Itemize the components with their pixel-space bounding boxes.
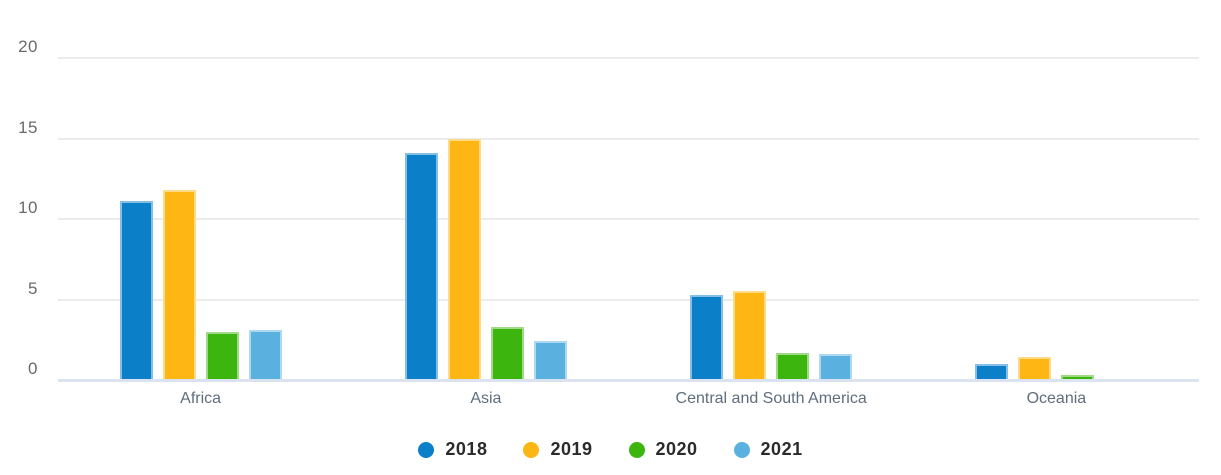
y-tick-label-0: 0 xyxy=(28,359,38,378)
category-label-oceania: Oceania xyxy=(1026,390,1087,407)
category-label-central-and-south-america: Central and South America xyxy=(675,390,867,407)
bar-group-africa xyxy=(58,58,343,380)
bar-2018-oceania[interactable] xyxy=(975,363,1009,380)
bar-2020-oceania[interactable] xyxy=(1061,375,1095,380)
y-tick-label-15: 15 xyxy=(18,117,38,137)
gridline-10 xyxy=(58,218,1199,220)
bar-2019-africa[interactable] xyxy=(162,190,196,380)
y-tick-label-5: 5 xyxy=(28,278,38,298)
bar-group-oceania xyxy=(914,58,1199,380)
x-axis-labels: Africa Asia Central and South America Ocean… xyxy=(58,390,1199,408)
bar-2021-central-and-south-america[interactable] xyxy=(819,354,853,380)
bar-group-central-and-south-america xyxy=(629,58,914,380)
legend-item-2018[interactable]: 2018 xyxy=(418,439,487,460)
category-label-asia: Asia xyxy=(470,390,502,407)
bar-2019-asia[interactable] xyxy=(447,138,481,380)
bar-2021-asia[interactable] xyxy=(533,341,567,380)
bar-2020-central-and-south-america[interactable] xyxy=(776,352,810,380)
bar-groups-row xyxy=(58,58,1199,380)
gridline-20 xyxy=(58,57,1199,59)
bar-2019-central-and-south-america[interactable] xyxy=(733,291,767,380)
category-label-africa: Africa xyxy=(180,390,222,407)
legend-item-2019[interactable]: 2019 xyxy=(523,439,592,460)
legend-label-2021: 2021 xyxy=(760,439,803,459)
bar-2020-africa[interactable] xyxy=(205,331,239,380)
legend-label-2020: 2020 xyxy=(655,439,698,459)
gridline-15 xyxy=(58,137,1199,140)
legend-item-2021[interactable]: 2021 xyxy=(733,439,803,460)
legend-label-2019: 2019 xyxy=(550,439,593,459)
legend: 2018 2019 2020 2021 xyxy=(0,439,1221,460)
bar-2018-central-and-south-america[interactable] xyxy=(690,294,724,380)
bar-2019-oceania[interactable] xyxy=(1018,357,1052,380)
y-axis: 0 5 10 15 20 xyxy=(0,37,38,380)
y-tick-label-20: 20 xyxy=(18,37,38,56)
y-tick-label-10: 10 xyxy=(18,198,38,217)
legend-label-2018: 2018 xyxy=(445,439,488,459)
bar-2018-africa[interactable] xyxy=(119,201,153,380)
gridline-5 xyxy=(58,298,1199,301)
legend-marker-circle-2019 xyxy=(523,441,540,458)
legend-marker-circle-2020 xyxy=(628,441,645,458)
bar-2018-asia[interactable] xyxy=(404,153,438,380)
legend-marker-circle-2018 xyxy=(418,441,435,458)
x-axis-baseline xyxy=(58,379,1199,382)
bar-2021-africa[interactable] xyxy=(248,330,282,380)
legend-item-2020[interactable]: 2020 xyxy=(628,439,698,460)
legend-marker-circle-2021 xyxy=(733,441,750,458)
plot-area xyxy=(58,57,1199,382)
bar-2020-asia[interactable] xyxy=(490,326,524,380)
bar-group-asia xyxy=(343,58,628,380)
